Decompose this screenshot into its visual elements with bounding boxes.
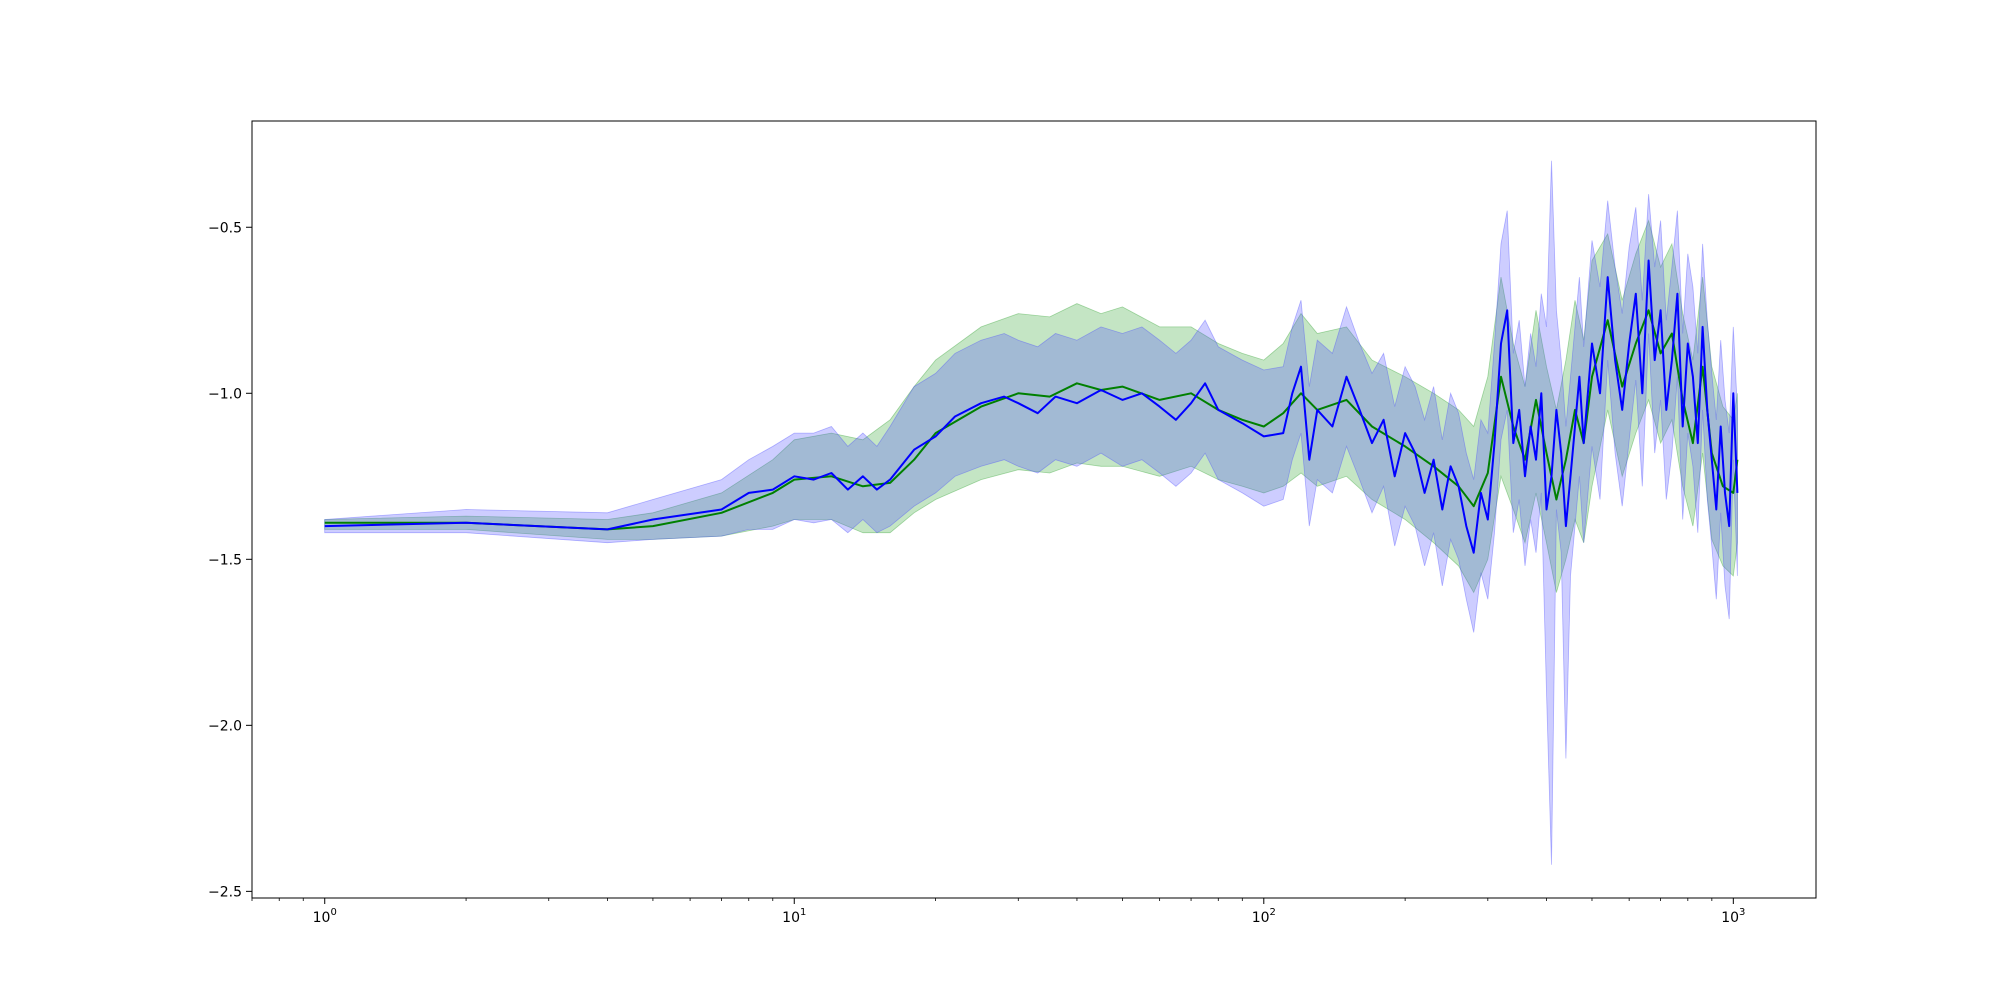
x-tick-label: 101 — [782, 907, 806, 926]
x-tick-label: 102 — [1252, 907, 1276, 926]
y-tick-label: −2.5 — [208, 884, 242, 900]
series-2-line — [324, 259, 1739, 554]
series-2-band — [324, 160, 1738, 865]
y-axis: −0.5 −1.0 −1.5 −2.0 −2.5 — [208, 220, 252, 900]
y-tick-label: −0.5 — [208, 220, 242, 236]
confidence-bands — [324, 160, 1738, 865]
series-1-band — [324, 219, 1738, 594]
y-tick-label: −2.0 — [208, 718, 242, 734]
y-tick-label: −1.5 — [208, 552, 242, 568]
x-tick-label: 100 — [313, 907, 337, 926]
plot-frame — [251, 120, 1817, 899]
series-lines — [324, 259, 1739, 554]
x-axis: 100 101 102 103 — [251, 898, 1745, 926]
y-tick-label: −1.0 — [208, 386, 242, 402]
x-tick-label: 103 — [1721, 907, 1745, 926]
